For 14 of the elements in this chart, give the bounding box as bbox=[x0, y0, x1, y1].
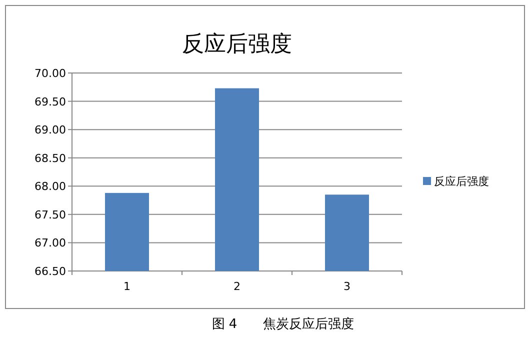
x-tick-label: 1 bbox=[124, 280, 130, 293]
y-tick-label: 66.50 bbox=[34, 265, 66, 278]
y-tick-label: 67.50 bbox=[34, 208, 66, 222]
y-tick-label: 68.50 bbox=[34, 152, 66, 165]
chart-title: 反应后强度 bbox=[182, 32, 292, 57]
legend-label: 反应后强度 bbox=[434, 175, 489, 188]
x-tick-label: 3 bbox=[344, 280, 350, 293]
y-tick-label: 69.00 bbox=[34, 124, 66, 137]
y-tick-label: 70.00 bbox=[34, 67, 66, 80]
y-tick-label: 69.50 bbox=[34, 95, 66, 108]
y-tick-label: 67.00 bbox=[34, 236, 66, 250]
x-tick-label: 2 bbox=[234, 280, 240, 293]
caption: 图 4 焦炭反应后强度 bbox=[212, 316, 354, 332]
y-tick-label: 68.00 bbox=[34, 180, 66, 194]
